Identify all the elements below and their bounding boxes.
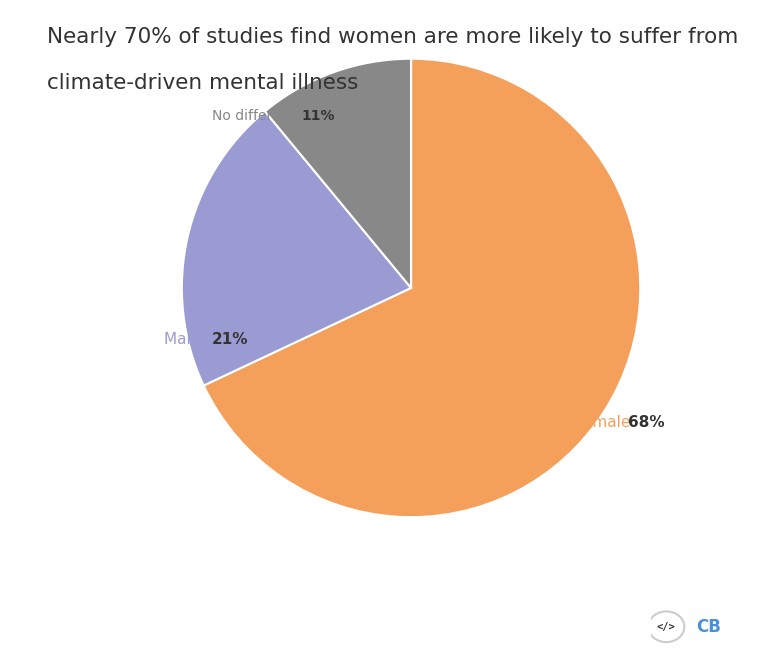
Text: Female:: Female: — [575, 415, 640, 430]
Wedge shape — [265, 59, 411, 288]
Wedge shape — [182, 111, 411, 386]
Text: No difference:: No difference: — [212, 109, 314, 124]
Text: climate-driven mental illness: climate-driven mental illness — [47, 73, 358, 93]
Wedge shape — [204, 59, 640, 517]
Text: 11%: 11% — [302, 109, 335, 124]
Text: 21%: 21% — [212, 332, 249, 346]
Text: </>: </> — [657, 622, 675, 632]
Text: Nearly 70% of studies find women are more likely to suffer from: Nearly 70% of studies find women are mor… — [47, 27, 738, 47]
Text: Male:: Male: — [165, 332, 211, 346]
Text: CB: CB — [697, 618, 722, 636]
Text: 68%: 68% — [628, 415, 665, 430]
